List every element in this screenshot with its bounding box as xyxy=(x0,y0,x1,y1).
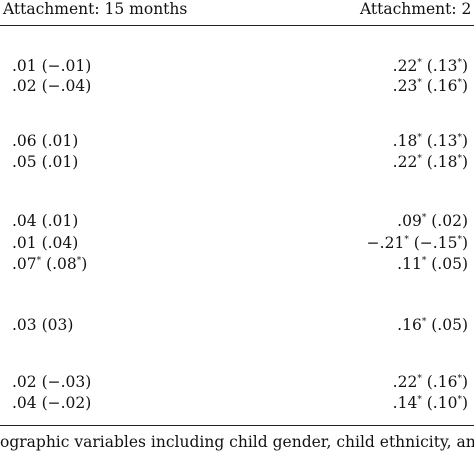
cell-15-months: .01 (.04) xyxy=(12,233,78,253)
cell-24-months: .22* (.13*) xyxy=(318,56,468,76)
cell-24-months: .11* (.05) xyxy=(318,254,468,274)
cell-value: .04 (−.02) xyxy=(12,394,92,412)
cell-value: (.16 xyxy=(421,373,458,391)
cell-value: .04 (.01) xyxy=(12,212,79,230)
significance-marker: * xyxy=(457,154,462,164)
cell-value: (.05) xyxy=(426,316,468,334)
significance-marker: * xyxy=(457,58,462,68)
significance-marker: * xyxy=(457,395,462,405)
cell-value: .01 (.04) xyxy=(12,234,79,252)
table-row: .01 (.04) −.21* (−.15*) xyxy=(0,233,474,253)
cell-value: .16 xyxy=(397,316,422,334)
cell-24-months: .22* (.18*) xyxy=(318,152,468,172)
cell-value: ) xyxy=(461,394,468,412)
cell-value: .22 xyxy=(392,373,418,391)
cell-value: (.18 xyxy=(421,153,458,171)
table-row: .02 (−.04) .23* (.16*) xyxy=(0,76,474,96)
cell-value: .07 xyxy=(12,255,37,273)
cell-value: .03 (03) xyxy=(12,316,74,334)
cell-value: ) xyxy=(461,234,468,252)
significance-marker: * xyxy=(417,395,422,405)
significance-marker: * xyxy=(417,133,422,143)
significance-marker: * xyxy=(417,154,422,164)
cell-value: .02 (−.03) xyxy=(12,373,92,391)
cell-value: ) xyxy=(81,255,88,273)
cell-24-months: .09* (.02) xyxy=(318,211,468,231)
significance-marker: * xyxy=(404,235,409,245)
significance-marker: * xyxy=(421,317,427,327)
cell-value: (.13 xyxy=(421,57,458,75)
cell-24-months: .16* (.05) xyxy=(318,315,468,335)
cell-15-months: .07* (.08*) xyxy=(12,254,87,274)
cell-value: (−.15 xyxy=(408,234,458,252)
cell-15-months: .01 (−.01) xyxy=(12,56,91,76)
cell-value: (.02) xyxy=(426,212,468,230)
cell-value: ) xyxy=(461,77,468,95)
cell-value: .06 (.01) xyxy=(12,132,79,150)
table-header: Attachment: 15 months Attachment: 2 xyxy=(0,0,474,22)
cell-value: .02 (−.04) xyxy=(12,77,92,95)
cell-15-months: .02 (−.03) xyxy=(12,372,91,392)
table-footnote: ographic variables including child gende… xyxy=(0,433,474,451)
bottom-rule xyxy=(0,425,474,426)
cell-value: .23 xyxy=(392,77,418,95)
cell-value: .18 xyxy=(392,132,418,150)
significance-marker: * xyxy=(421,213,427,223)
cell-15-months: .06 (.01) xyxy=(12,131,78,151)
significance-marker: * xyxy=(457,235,462,245)
cell-15-months: .04 (.01) xyxy=(12,211,78,231)
cell-24-months: .23* (.16*) xyxy=(318,76,468,96)
table-row: .07* (.08*) .11* (.05) xyxy=(0,254,474,274)
cell-24-months: .22* (.16*) xyxy=(318,372,468,392)
cell-value: .22 xyxy=(392,153,418,171)
cell-value: .05 (.01) xyxy=(12,153,79,171)
cell-24-months: −.21* (−.15*) xyxy=(318,233,468,253)
table-row: .06 (.01) .18* (.13*) xyxy=(0,131,474,151)
significance-marker: * xyxy=(457,78,462,88)
significance-marker: * xyxy=(457,374,462,384)
significance-marker: * xyxy=(36,256,42,266)
cell-value: (.16 xyxy=(421,77,458,95)
cell-15-months: .05 (.01) xyxy=(12,152,78,172)
significance-marker: * xyxy=(457,133,462,143)
cell-value: ) xyxy=(461,153,468,171)
table-row: .05 (.01) .22* (.18*) xyxy=(0,152,474,172)
cell-value: .11 xyxy=(397,255,422,273)
significance-marker: * xyxy=(421,256,427,266)
cell-value: −.21 xyxy=(366,234,405,252)
table-row: .03 (03) .16* (.05) xyxy=(0,315,474,335)
significance-marker: * xyxy=(417,78,422,88)
cell-24-months: .14* (.10*) xyxy=(318,393,468,413)
cell-value: ) xyxy=(461,57,468,75)
cell-value: ) xyxy=(461,132,468,150)
header-rule xyxy=(0,25,474,26)
cell-value: (.08 xyxy=(41,255,77,273)
cell-value: (.13 xyxy=(421,132,458,150)
table-row: .04 (.01) .09* (.02) xyxy=(0,211,474,231)
cell-24-months: .18* (.13*) xyxy=(318,131,468,151)
significance-marker: * xyxy=(76,256,82,266)
cell-15-months: .04 (−.02) xyxy=(12,393,91,413)
cell-15-months: .03 (03) xyxy=(12,315,73,335)
significance-marker: * xyxy=(417,58,422,68)
table-row: .04 (−.02) .14* (.10*) xyxy=(0,393,474,413)
cell-value: .14 xyxy=(392,394,418,412)
cell-value: .01 (−.01) xyxy=(12,57,92,75)
table-row: .02 (−.03) .22* (.16*) xyxy=(0,372,474,392)
header-attachment-2: Attachment: 2 xyxy=(360,0,472,18)
significance-marker: * xyxy=(417,374,422,384)
cell-15-months: .02 (−.04) xyxy=(12,76,91,96)
cell-value: .09 xyxy=(397,212,422,230)
cell-value: (.10 xyxy=(421,394,458,412)
cell-value: ) xyxy=(461,373,468,391)
cell-value: (.05) xyxy=(426,255,468,273)
table-row: .01 (−.01) .22* (.13*) xyxy=(0,56,474,76)
header-attachment-15-months: Attachment: 15 months xyxy=(3,0,188,18)
cell-value: .22 xyxy=(392,57,418,75)
